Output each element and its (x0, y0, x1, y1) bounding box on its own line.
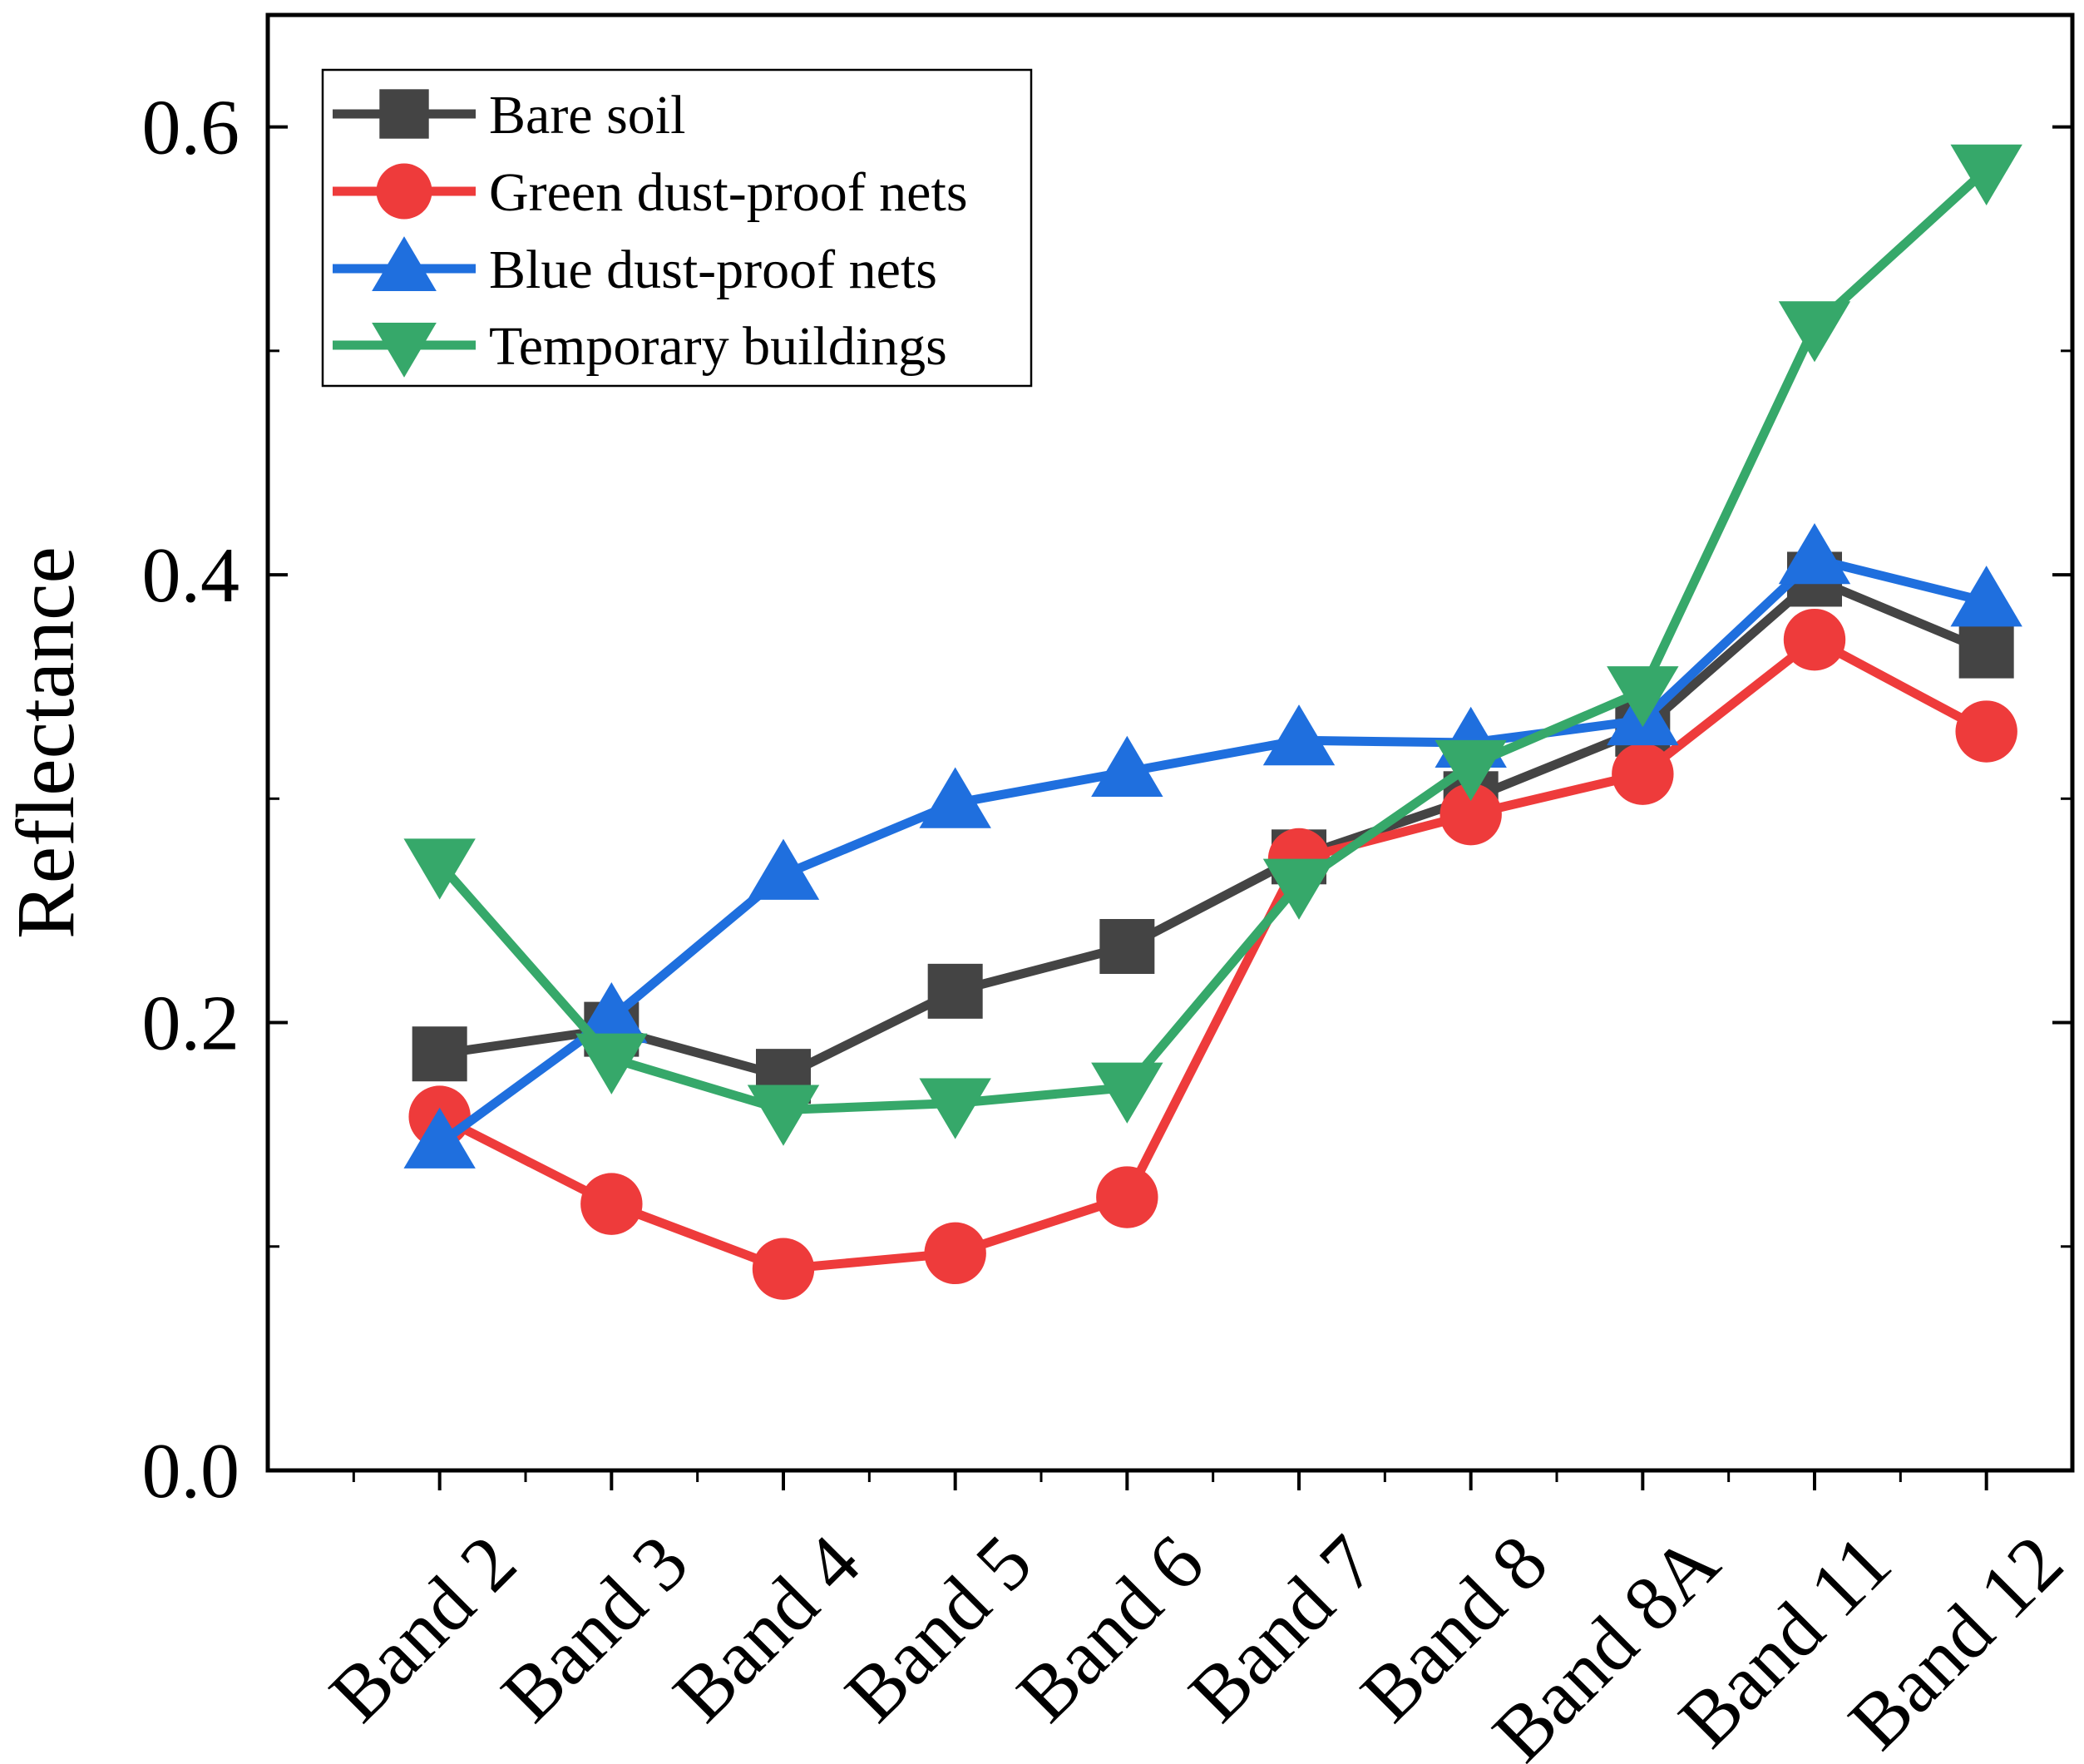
series-line (437, 635, 1989, 1274)
data-point (403, 1107, 476, 1169)
data-point (1262, 858, 1336, 920)
data-point (747, 1085, 820, 1146)
series-line (437, 554, 1988, 1148)
data-point (575, 981, 648, 1044)
x-tick-label: Band 2 (314, 1519, 533, 1738)
legend-label: Blue dust-proof nets (489, 240, 937, 300)
data-point (927, 963, 983, 1019)
series-3 (403, 144, 2022, 1146)
data-point (1262, 704, 1336, 766)
series-layer (403, 144, 2022, 1300)
data-point (1958, 623, 2014, 679)
y-tick-label: 0.6 (142, 85, 240, 171)
legend-item: Green dust-proof nets (333, 162, 968, 223)
legend-box (321, 68, 1033, 388)
data-point (1091, 1062, 1163, 1124)
data-point (1778, 301, 1851, 363)
x-tick-label: Band 3 (485, 1519, 704, 1738)
data-point (1607, 666, 1679, 728)
data-point (575, 1033, 648, 1094)
tick-layer (268, 125, 2072, 1490)
x-tick-label: Band 5 (829, 1519, 1049, 1738)
legend-item: Temporary buildings (333, 316, 947, 378)
legend-item: Bare soil (333, 85, 685, 146)
y-tick-label: 0.0 (142, 1428, 240, 1514)
data-point (919, 1078, 991, 1139)
data-point (1783, 608, 1846, 671)
plot-frame (265, 12, 2075, 1473)
legend-label: Bare soil (489, 85, 685, 146)
series-line (438, 574, 1988, 1081)
legend-item: Blue dust-proof nets (333, 236, 937, 300)
legend-label: Temporary buildings (489, 316, 947, 377)
data-point (1955, 700, 2017, 763)
legend-marker (379, 89, 429, 139)
y-tick-label: 0.2 (142, 981, 240, 1067)
series-1 (408, 608, 2017, 1300)
legend: Bare soil Green dust-proof nets Blue dust-… (321, 68, 1033, 388)
legend-items: Bare soil Green dust-proof nets Blue dust-… (333, 85, 968, 378)
x-tick-label: Band 4 (657, 1519, 877, 1738)
data-point (1778, 523, 1851, 585)
data-point (1612, 743, 1674, 805)
data-point (1096, 1166, 1158, 1228)
legend-marker (372, 323, 437, 378)
data-point (1440, 783, 1502, 846)
data-point (1099, 919, 1155, 974)
series-line (436, 166, 1990, 1115)
data-point (1435, 739, 1507, 802)
data-point (1950, 566, 2022, 627)
legend-label: Green dust-proof nets (489, 162, 968, 223)
data-point (747, 838, 820, 900)
data-point (1950, 144, 2022, 205)
legend-marker (376, 163, 432, 220)
data-point (924, 1222, 986, 1285)
x-tick-label: Band 6 (1000, 1519, 1220, 1738)
data-point (752, 1238, 815, 1300)
data-point (412, 1026, 467, 1082)
data-point (403, 838, 476, 900)
legend-marker (372, 236, 437, 291)
x-tick-label: Band 7 (1173, 1519, 1392, 1738)
y-tick-label: 0.4 (142, 532, 240, 619)
y-tick-labels: 0.0 0.2 0.4 0.6 (142, 85, 240, 1514)
data-point (1091, 735, 1163, 797)
data-point (919, 767, 991, 828)
data-point (580, 1173, 643, 1235)
y-axis-title: Reflectance (0, 546, 91, 939)
